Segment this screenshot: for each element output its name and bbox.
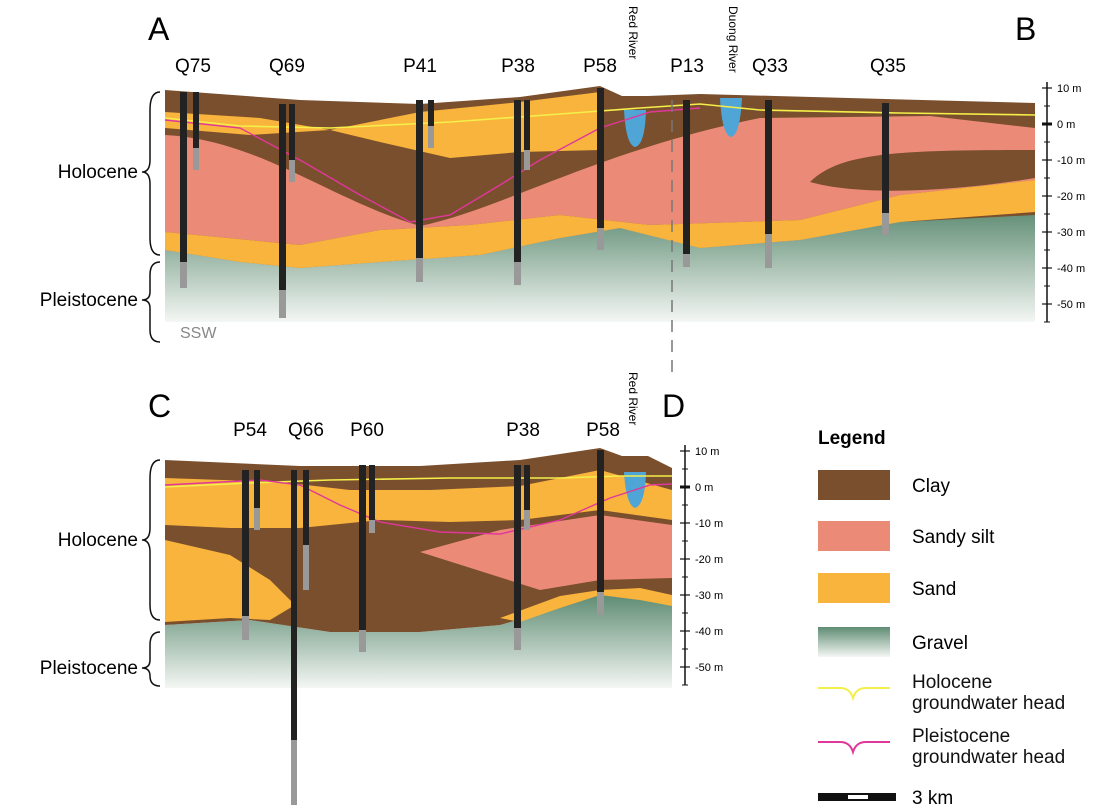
section-end: C [148,388,171,424]
depth-label: -40 m [695,626,723,638]
legend-label: Gravel [912,633,968,654]
legend-line [818,741,890,756]
well-label: Q69 [269,56,305,77]
direction-label: SSW [180,325,217,342]
brace [141,261,161,343]
well-label: P38 [501,56,535,77]
brace [141,631,161,687]
sand-layer [165,112,330,135]
legend-line [818,687,890,702]
legend-label: Holocene groundwater head [912,672,1066,714]
unit-label: Holocene [58,162,138,183]
depth-label: -50 m [1057,299,1085,311]
unit-label: Pleistocene [40,290,138,311]
section-end: A [148,11,170,47]
wells [180,88,889,318]
legend-swatch [818,470,890,500]
legend: Legend Clay Sandy silt Sand Gravel 3 km [818,428,995,809]
well-label: P58 [583,56,617,77]
brace [141,91,161,256]
sandy-silt-layer [420,515,672,590]
wells [242,450,604,805]
legend-swatch [818,573,890,603]
section-end: D [662,388,685,424]
direction-label: S [180,687,191,704]
scale-bar [848,795,868,799]
legend-swatch [818,627,890,657]
depth-label: 10 m [695,446,719,458]
depth-label: -20 m [695,554,723,566]
section-cd [141,448,673,805]
well-label: P58 [586,420,620,441]
direction-label: N [640,687,652,704]
depth-label: -30 m [695,590,723,602]
legend-title: Legend [818,428,886,449]
gravel-layer [165,210,1035,322]
depth-label: -40 m [1057,263,1085,275]
well-label: Q66 [288,420,324,441]
depth-label: 0 m [1057,119,1075,131]
river-label: Duong River [726,6,740,73]
depth-label: -30 m [1057,227,1085,239]
river-label: Red River [626,372,640,425]
legend-label: Sandy silt [912,527,995,548]
well-label: P38 [506,420,540,441]
legend-swatch [818,521,890,551]
depth-label: 10 m [1057,83,1081,95]
depth-label: -50 m [695,662,723,674]
well-label: Q35 [870,56,906,77]
well-label: Q33 [752,56,788,77]
well-label: P13 [670,56,704,77]
sand-layer [500,588,672,622]
river-label: Red River [626,6,640,59]
brace [141,459,161,621]
legend-label: Sand [912,579,956,600]
legend-label: Clay [912,476,951,497]
pleistocene-head-line [164,479,673,535]
holocene-head-line [164,475,672,488]
well-label: P54 [233,420,267,441]
sand-layer [165,540,295,622]
well-label: P41 [403,56,437,77]
depth-label: -20 m [1057,191,1085,203]
depth-label: -10 m [1057,155,1085,167]
unit-label: Holocene [58,530,138,551]
section-end: B [1015,11,1036,47]
depth-label: 0 m [695,482,713,494]
scale-label: 3 km [912,788,953,809]
sand-layer [330,92,600,158]
well-label: Q75 [175,56,211,77]
well-label: P60 [350,420,384,441]
section-ab [141,86,1036,380]
unit-label: Pleistocene [40,658,138,679]
depth-label: -10 m [695,518,723,530]
legend-label: Pleistocene groundwater head [912,726,1066,768]
clay-layer [810,150,1035,191]
